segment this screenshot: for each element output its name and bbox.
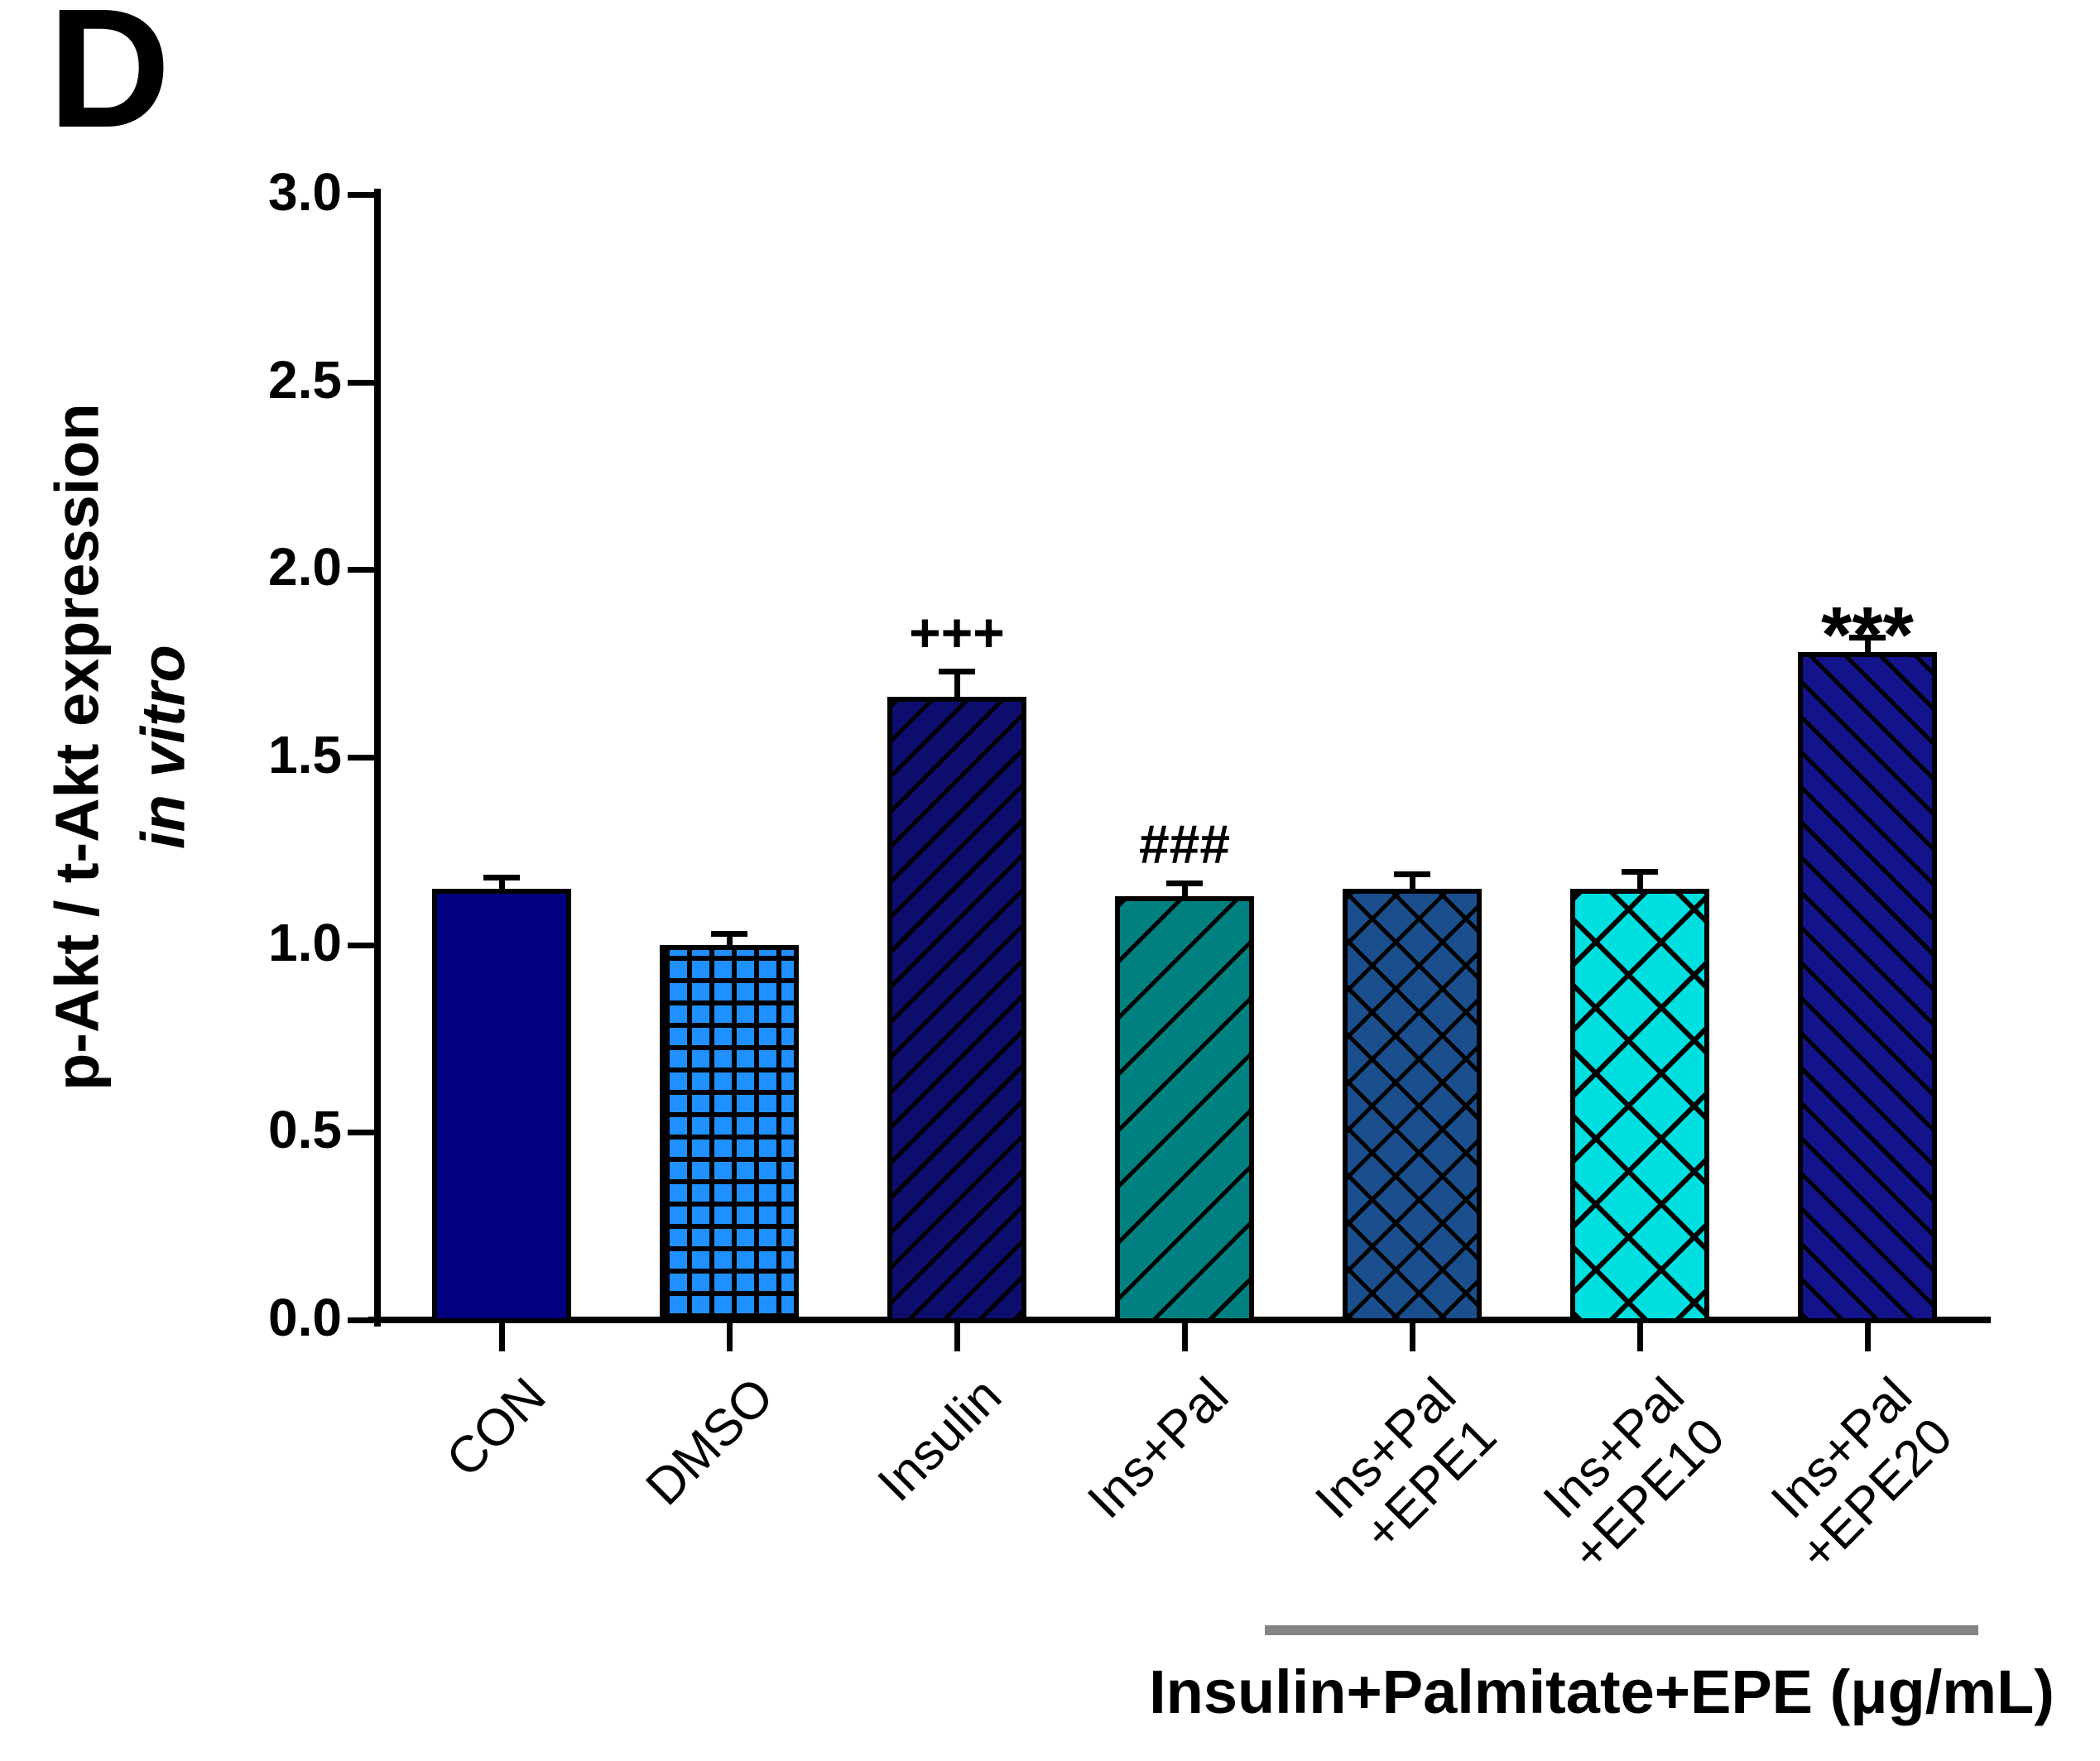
error-bar-cap [939, 668, 975, 674]
bar-Insulin [887, 697, 1026, 1323]
panel-label: D [48, 0, 171, 163]
error-bar-stem [727, 933, 733, 947]
error-bar-cap [1166, 880, 1203, 886]
x-tick-label: Insulin [867, 1367, 1012, 1513]
error-bar-cap [483, 875, 520, 881]
x-tick [1410, 1323, 1415, 1351]
x-tick [954, 1323, 960, 1351]
bar-Ins+Pal+EPE1 [1343, 888, 1482, 1323]
significance-annotation: ### [1138, 813, 1231, 875]
y-tick-label: 0.5 [268, 1100, 342, 1160]
error-bar-stem [1865, 636, 1871, 655]
y-axis-title-line1: p-Akt / t-Akt expression [42, 403, 112, 1091]
bar-Ins+Pal+EPE10 [1570, 888, 1709, 1323]
error-bar-cap [1622, 869, 1658, 876]
y-axis-title: p-Akt / t-Akt expression in vitro [34, 292, 205, 1202]
error-bar-stem [1410, 873, 1415, 890]
y-tick-label: 2.0 [268, 537, 342, 597]
error-bar-stem [1182, 882, 1188, 898]
error-bar-stem [1637, 871, 1643, 890]
y-tick-label: 0.0 [268, 1288, 342, 1347]
x-tick-label: Ins+Pal [1077, 1367, 1240, 1530]
error-bar-cap [1394, 871, 1430, 877]
x-tick [499, 1323, 505, 1351]
y-tick [348, 942, 376, 948]
y-axis-title-line2: in vitro [128, 645, 197, 849]
y-tick-label: 2.5 [268, 349, 342, 410]
significance-annotation: +++ [909, 601, 1005, 663]
error-bar-cap [1849, 634, 1886, 641]
y-tick [348, 755, 376, 761]
x-tick-label: Ins+Pal +EPE10 [1532, 1367, 1736, 1582]
y-tick-label: 3.0 [268, 162, 342, 222]
error-bar-stem [499, 877, 505, 890]
x-tick [1182, 1323, 1188, 1351]
bar-Ins+Pal+EPE20 [1798, 652, 1937, 1323]
x-axis-group-title: Insulin+Palmitate+EPE (μg/mL) [1149, 1658, 2054, 1726]
bar-CON [432, 888, 571, 1323]
y-tick [348, 567, 376, 573]
y-tick [348, 1317, 376, 1323]
y-tick [348, 379, 376, 386]
y-tick-label: 1.5 [268, 725, 342, 785]
y-axis-line [374, 189, 381, 1327]
x-tick [1865, 1323, 1871, 1351]
bar-DMSO [660, 944, 799, 1323]
x-tick-label: Ins+Pal +EPE1 [1305, 1367, 1508, 1562]
significance-annotation: *** [1820, 590, 1915, 679]
error-bar-cap [711, 931, 747, 938]
group-underline [1265, 1625, 1978, 1635]
y-tick [348, 192, 376, 198]
x-tick-label: CON [435, 1367, 557, 1489]
x-tick [727, 1323, 733, 1351]
y-tick [348, 1130, 376, 1136]
x-tick-label: DMSO [635, 1367, 785, 1517]
x-tick [1637, 1323, 1643, 1351]
x-tick-label: Ins+Pal +EPE20 [1760, 1367, 1963, 1582]
bar-Ins+Pal [1115, 895, 1254, 1323]
error-bar-stem [954, 670, 960, 699]
y-tick-label: 1.0 [268, 912, 342, 972]
